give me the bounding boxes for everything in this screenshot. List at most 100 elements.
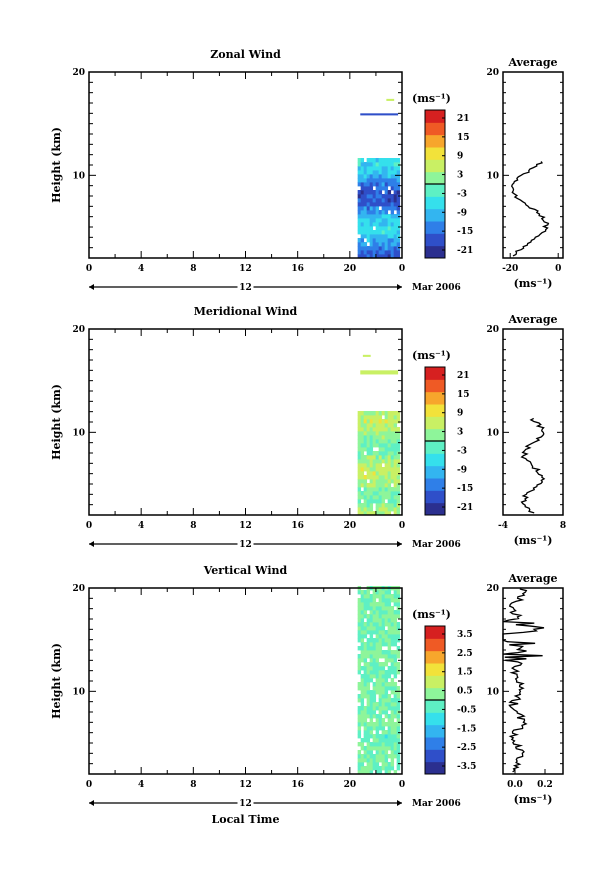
heatmap-cell [360, 654, 365, 659]
heatmap-cell [369, 606, 374, 611]
heatmap-cell [387, 622, 392, 627]
heatmap-cell [381, 455, 386, 460]
heatmap-cell [369, 415, 374, 420]
heatmap-cell [390, 610, 395, 615]
heatmap-cell [384, 606, 389, 611]
heatmap-cell [387, 439, 392, 444]
heatmap-cell [390, 670, 395, 675]
heatmap-cell [369, 459, 374, 464]
heatmap-cell [390, 507, 395, 512]
heatmap-cell [381, 590, 386, 595]
heatmap-cell [369, 654, 374, 659]
heatmap-cell [357, 507, 362, 512]
heatmap-cell [372, 511, 377, 516]
heatmap-cell [363, 754, 368, 759]
heatmap-cell [384, 451, 389, 456]
heatmap-cell [372, 602, 377, 607]
heatmap-cell [369, 491, 374, 496]
heatmap-cell [390, 495, 395, 500]
colorbar-tick-label: 21 [457, 371, 470, 381]
heatmap-cell [393, 178, 398, 183]
heatmap-cell [363, 730, 368, 735]
heatmap-cell [387, 666, 392, 671]
heatmap-cell [357, 630, 362, 635]
heatmap-cell [393, 431, 398, 436]
heatmap-cell [360, 634, 365, 639]
heatmap-cell [378, 694, 383, 699]
heatmap-cell [381, 222, 386, 227]
heatmap-cell [396, 654, 401, 659]
heatmap-cell [369, 511, 374, 516]
heatmap-cell [387, 411, 392, 416]
average-profile: Average 20 10 -20 0(ms⁻¹) [486, 56, 564, 290]
heatmap-cell [366, 218, 371, 223]
heatmap-cell [363, 242, 368, 247]
heatmap-cell [375, 475, 380, 480]
heatmap-cell [381, 230, 386, 235]
heatmap-cell [393, 686, 398, 691]
heatmap-cell [381, 178, 386, 183]
heatmap-cell [366, 630, 371, 635]
heatmap-cell [393, 463, 398, 468]
heatmap-cell [363, 226, 368, 231]
heatmap-cell [372, 166, 377, 171]
heatmap-cell [372, 439, 377, 444]
heatmap-cell [396, 190, 401, 195]
heatmap-cell [366, 250, 371, 255]
profile-frame [502, 587, 564, 775]
heatmap-cell [396, 722, 401, 727]
heatmap-cell [369, 754, 374, 759]
heatmap-cell [387, 479, 392, 484]
heatmap-cell [366, 487, 371, 492]
heatmap-cell [360, 182, 365, 187]
heatmap-cell [357, 162, 362, 167]
heatmap-cell [375, 634, 380, 639]
heatmap-cell [369, 479, 374, 484]
heatmap-cell [375, 642, 380, 647]
heatmap-cell [381, 682, 386, 687]
heatmap-cell [363, 642, 368, 647]
colorbar-tick-label: -3.5 [457, 762, 476, 772]
date-label-bg [237, 282, 254, 292]
heatmap-cell [360, 222, 365, 227]
heatmap-cell [381, 487, 386, 492]
heatmap-cell [375, 718, 380, 723]
heatmap-cell [366, 467, 371, 472]
heatmap-cell [360, 674, 365, 679]
profile-x-label: (ms⁻¹) [514, 277, 553, 290]
heatmap-cell [393, 722, 398, 727]
heatmap-cell [384, 630, 389, 635]
heatmap-cell [369, 642, 374, 647]
profile-frame [502, 328, 564, 516]
heatmap-cell [375, 770, 380, 775]
profile-curve [520, 417, 546, 514]
heatmap-cell [372, 742, 377, 747]
heatmap-cell [366, 419, 371, 424]
heatmap-cell [366, 734, 371, 739]
heatmap-cell [366, 499, 371, 504]
heatmap-cell [363, 674, 368, 679]
heatmap-cell [366, 682, 371, 687]
heatmap-cell [390, 230, 395, 235]
heatmap-cell [384, 218, 389, 223]
heatmap-cell [357, 618, 362, 623]
heatmap-cell [369, 242, 374, 247]
heatmap-cell [366, 698, 371, 703]
heatmap-cell [372, 682, 377, 687]
colorbar-swatch [425, 171, 445, 185]
heatmap-cell [357, 503, 362, 508]
heatmap-cell [387, 467, 392, 472]
heatmap-cell [396, 206, 401, 211]
heatmap-cell [366, 162, 371, 167]
heatmap-cell [366, 451, 371, 456]
heatmap-cell [360, 186, 365, 191]
heatmap-cell [381, 754, 386, 759]
heatmap-cell [360, 766, 365, 771]
heatmap-cell [366, 638, 371, 643]
heatmap-cell [384, 423, 389, 428]
heatmap-cell [363, 459, 368, 464]
heatmap-cell [366, 670, 371, 675]
heatmap-cell [390, 459, 395, 464]
heatmap-cell [360, 479, 365, 484]
heatmap-cell [372, 182, 377, 187]
